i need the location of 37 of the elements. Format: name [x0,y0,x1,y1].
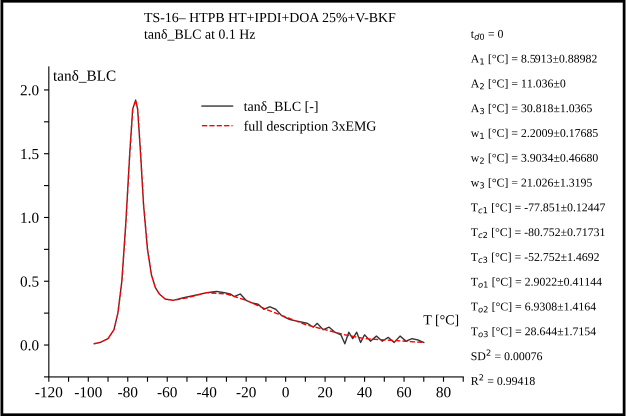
x-tick-label: -40 [197,387,216,398]
x-tick-label: 0 [282,387,289,398]
x-tick-label: -100 [74,387,102,398]
text: T$_{o1}$ [°C] = 2.9022±0.41144 [470,277,602,288]
x-tick-label: -120 [35,387,62,398]
text: A$_{3}$ [°C] = 30.818±1.0365 [470,104,592,114]
text: w$_{3}$ [°C] = 21.026±1.3195 [470,178,592,189]
text: T$_{o2}$ [°C] = 6.9308±1.4164 [470,302,596,312]
y-tick-label: 0.0 [20,340,39,351]
text: t$_{d0}$ = 0 [470,30,503,40]
y-tick-label: 1.0 [21,212,39,223]
chart-subtitle: tanδ_BLC at 0.1 Hz [144,28,256,40]
x-axis-title: T [°C] [424,314,458,326]
x-tick-label: 20 [318,387,332,398]
text: T$_{c3}$ [°C] = -52.752±1.4692 [470,252,599,263]
x-tick-label: 80 [436,387,451,398]
text: T$_{o3}$ [°C] = 28.644±1.7154 [470,327,596,338]
y-tick-label: 2.0 [20,85,39,96]
text: T$_{c1}$ [°C] = -77.851±0.12447 [470,203,606,214]
y-axis-title: tanδ_BLC [53,70,116,83]
text: A$_{2}$ [°C] = 11.036±0 [470,79,566,90]
x-tick-label: -20 [236,387,256,398]
text: A$_{1}$ [°C] = 8.5913±0.88982 [470,54,597,64]
y-tick-label: 0.5 [20,276,39,287]
text: T$_{c2}$ [°C] = -80.752±0.71731 [470,228,605,238]
text: w$_{1}$ [°C] = 2.2009±0.17685 [470,128,598,139]
y-tick-label: 1.5 [21,148,39,160]
text: R$^{2}$ = 0.99418 [471,374,535,386]
text: SD$^{2}$ = 0.00076 [472,349,542,360]
x-tick-label: -80 [118,387,138,398]
x-tick-label: 40 [357,387,372,398]
legend-label: tanδ_BLC [-] [244,101,318,113]
text: w$_{2}$ [°C] = 3.9034±0.46680 [470,154,598,164]
x-tick-label: 60 [397,387,412,398]
x-tick-label: -60 [158,387,177,398]
chart-title: TS-16– HTPB HT+IPDI+DOA 25%+V-BKF [144,12,396,22]
legend-label: full description 3xEMG [244,120,376,134]
